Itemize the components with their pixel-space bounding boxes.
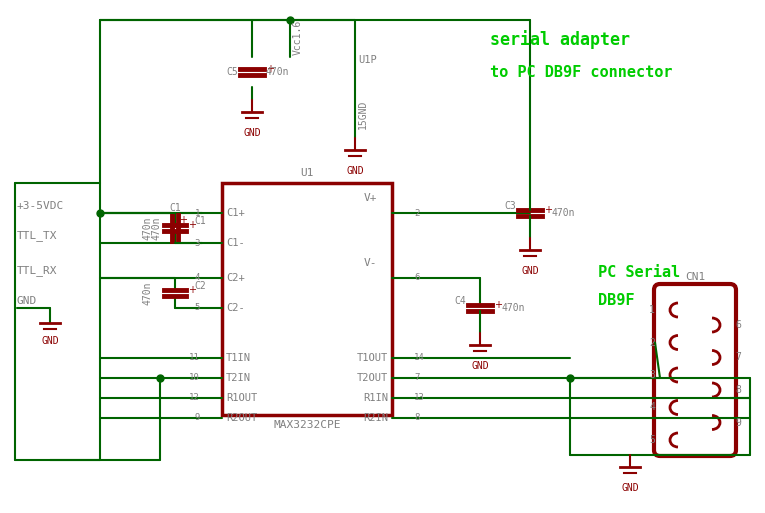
Text: 4: 4	[649, 403, 655, 412]
Text: MAX3232CPE: MAX3232CPE	[273, 420, 340, 430]
Bar	[222, 183, 392, 415]
Text: T2OUT: T2OUT	[356, 373, 388, 383]
Text: 9: 9	[735, 418, 741, 427]
Text: 6: 6	[414, 273, 419, 283]
Text: CN1: CN1	[685, 272, 705, 282]
Text: 8: 8	[735, 385, 741, 395]
Text: V-: V-	[363, 258, 377, 268]
Text: R2OUT: R2OUT	[226, 413, 257, 423]
Text: 1: 1	[649, 305, 655, 315]
Text: 5: 5	[194, 304, 200, 312]
Text: T1OUT: T1OUT	[356, 353, 388, 363]
Text: R2IN: R2IN	[363, 413, 388, 423]
Text: C2: C2	[194, 281, 206, 291]
Text: 7: 7	[414, 373, 419, 383]
Text: V+: V+	[363, 193, 377, 203]
Text: 7: 7	[735, 352, 741, 363]
Text: 5: 5	[649, 435, 655, 445]
Text: Vcc1.6: Vcc1.6	[293, 20, 303, 55]
Text: 2: 2	[414, 208, 419, 218]
Text: 470n: 470n	[152, 216, 162, 240]
Text: GND: GND	[621, 483, 639, 493]
Text: +3-5VDC: +3-5VDC	[17, 201, 64, 211]
Text: 3: 3	[194, 239, 200, 247]
Text: U1P: U1P	[358, 55, 376, 65]
FancyBboxPatch shape	[654, 284, 736, 456]
Text: GND: GND	[471, 361, 489, 371]
Text: +: +	[494, 300, 502, 310]
Text: 4: 4	[194, 273, 200, 283]
Text: U1: U1	[300, 168, 314, 178]
Text: C1: C1	[194, 216, 206, 226]
Text: +: +	[179, 215, 187, 225]
Text: TTL_TX: TTL_TX	[17, 230, 57, 241]
Text: R1IN: R1IN	[363, 393, 388, 403]
Text: GND: GND	[521, 266, 539, 276]
Text: C5: C5	[226, 67, 238, 77]
Text: C2+: C2+	[226, 273, 245, 283]
Text: GND: GND	[41, 336, 59, 346]
Text: GND: GND	[243, 128, 261, 138]
Text: 11: 11	[189, 353, 200, 363]
Text: T2IN: T2IN	[226, 373, 251, 383]
Text: to PC DB9F connector: to PC DB9F connector	[490, 65, 672, 80]
Text: 470n: 470n	[266, 67, 289, 77]
Text: +: +	[266, 64, 274, 74]
Text: GND: GND	[347, 166, 364, 176]
Text: PC Serial: PC Serial	[598, 265, 680, 280]
Text: 13: 13	[414, 393, 425, 403]
Text: R1OUT: R1OUT	[226, 393, 257, 403]
Text: 14: 14	[414, 353, 425, 363]
Text: 470n: 470n	[502, 303, 526, 313]
Text: +: +	[188, 220, 196, 230]
Text: TTL_RX: TTL_RX	[17, 265, 57, 276]
Text: 470n: 470n	[143, 216, 153, 240]
Text: serial adapter: serial adapter	[490, 30, 630, 49]
Text: 470n: 470n	[552, 208, 575, 218]
Text: 9: 9	[194, 413, 200, 423]
Text: GND: GND	[17, 296, 37, 306]
Text: +: +	[544, 205, 552, 215]
Text: C3: C3	[504, 201, 516, 211]
Text: DB9F: DB9F	[598, 293, 634, 308]
Text: C1: C1	[169, 203, 181, 213]
Text: 470n: 470n	[143, 281, 153, 305]
Text: 6: 6	[735, 320, 741, 330]
Text: 3: 3	[649, 370, 655, 380]
Text: 12: 12	[189, 393, 200, 403]
Text: 2: 2	[649, 338, 655, 347]
Text: 15GND: 15GND	[358, 100, 368, 129]
Text: 8: 8	[414, 413, 419, 423]
Text: C2-: C2-	[226, 303, 245, 313]
Text: +: +	[188, 285, 196, 295]
Text: 10: 10	[189, 373, 200, 383]
Text: T1IN: T1IN	[226, 353, 251, 363]
Text: C1+: C1+	[226, 208, 245, 218]
Text: C1-: C1-	[226, 238, 245, 248]
Text: C4: C4	[454, 296, 466, 306]
Text: 1: 1	[194, 208, 200, 218]
